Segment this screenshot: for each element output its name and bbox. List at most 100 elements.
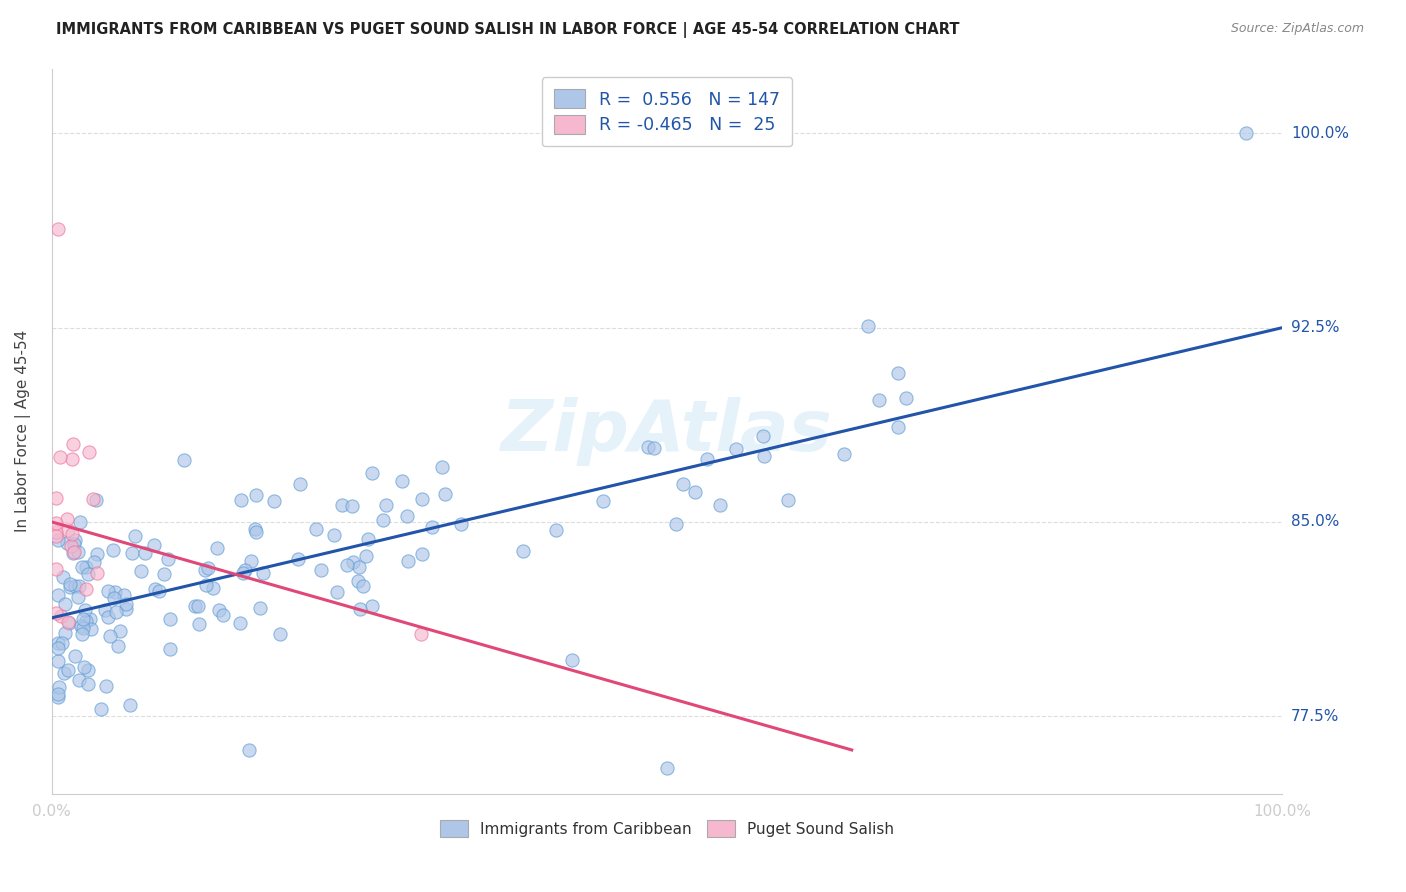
Point — [643, 441, 665, 455]
Point — [131, 564, 153, 578]
Point — [46, 588, 69, 602]
Point — [886, 366, 908, 380]
Text: Source: ZipAtlas.com: Source: ZipAtlas.com — [1230, 22, 1364, 36]
Point — [432, 459, 454, 474]
Point — [60, 539, 83, 553]
Text: 100.0%: 100.0% — [1291, 126, 1348, 141]
Point — [323, 527, 346, 541]
Point — [73, 659, 96, 673]
Point — [561, 653, 583, 667]
Point — [108, 624, 131, 639]
Point — [79, 612, 101, 626]
Point — [159, 611, 181, 625]
Point — [56, 523, 79, 537]
Point — [52, 666, 75, 681]
Point — [391, 475, 413, 489]
Point — [886, 420, 908, 434]
Point — [97, 610, 120, 624]
Point — [592, 494, 614, 508]
Point — [683, 485, 706, 500]
Point — [70, 619, 93, 633]
Point — [52, 570, 75, 584]
Point — [67, 579, 90, 593]
Point — [46, 687, 69, 701]
Point — [361, 599, 384, 613]
Point — [856, 318, 879, 333]
Point — [252, 566, 274, 580]
Point — [70, 559, 93, 574]
Point — [63, 537, 86, 551]
Point — [159, 641, 181, 656]
Point — [245, 525, 267, 540]
Point — [371, 513, 394, 527]
Point — [62, 437, 84, 451]
Point — [290, 477, 312, 491]
Point — [188, 616, 211, 631]
Point — [157, 552, 180, 566]
Point — [53, 597, 76, 611]
Point — [269, 627, 291, 641]
Point — [77, 663, 100, 677]
Point — [75, 614, 97, 628]
Point — [326, 585, 349, 599]
Point — [696, 452, 718, 467]
Point — [336, 558, 359, 572]
Point — [202, 581, 225, 595]
Point — [69, 515, 91, 529]
Point — [73, 603, 96, 617]
Point — [411, 491, 433, 506]
Point — [153, 566, 176, 581]
Point — [657, 761, 679, 775]
Point — [104, 605, 127, 619]
Point — [75, 582, 97, 596]
Point — [249, 600, 271, 615]
Point — [194, 563, 217, 577]
Point — [709, 498, 731, 512]
Point — [46, 640, 69, 655]
Point — [349, 602, 371, 616]
Point — [776, 493, 799, 508]
Point — [72, 612, 94, 626]
Point — [187, 599, 209, 614]
Point — [97, 583, 120, 598]
Point — [245, 488, 267, 502]
Point — [145, 582, 167, 597]
Point — [56, 615, 79, 629]
Point — [67, 673, 90, 687]
Point — [44, 562, 66, 576]
Point — [229, 493, 252, 508]
Point — [65, 648, 87, 663]
Y-axis label: In Labor Force | Age 45-54: In Labor Force | Age 45-54 — [15, 330, 31, 533]
Point — [49, 450, 72, 464]
Point — [86, 566, 108, 580]
Point — [104, 584, 127, 599]
Point — [56, 536, 79, 550]
Point — [243, 522, 266, 536]
Point — [396, 554, 419, 568]
Point — [148, 583, 170, 598]
Point — [72, 621, 94, 635]
Point — [240, 553, 263, 567]
Point — [342, 555, 364, 569]
Point — [347, 560, 370, 574]
Point — [67, 544, 90, 558]
Point — [183, 599, 205, 613]
Point — [56, 663, 79, 677]
Point — [46, 654, 69, 668]
Point — [44, 529, 66, 543]
Point — [832, 448, 855, 462]
Point — [395, 508, 418, 523]
Point — [352, 579, 374, 593]
Point — [546, 523, 568, 537]
Point — [115, 597, 138, 611]
Point — [287, 552, 309, 566]
Point — [347, 574, 370, 589]
Point — [197, 561, 219, 575]
Point — [49, 609, 72, 624]
Point — [233, 563, 256, 577]
Point — [44, 525, 66, 540]
Point — [44, 516, 66, 530]
Point — [51, 636, 73, 650]
Text: 92.5%: 92.5% — [1291, 320, 1340, 335]
Point — [44, 491, 66, 505]
